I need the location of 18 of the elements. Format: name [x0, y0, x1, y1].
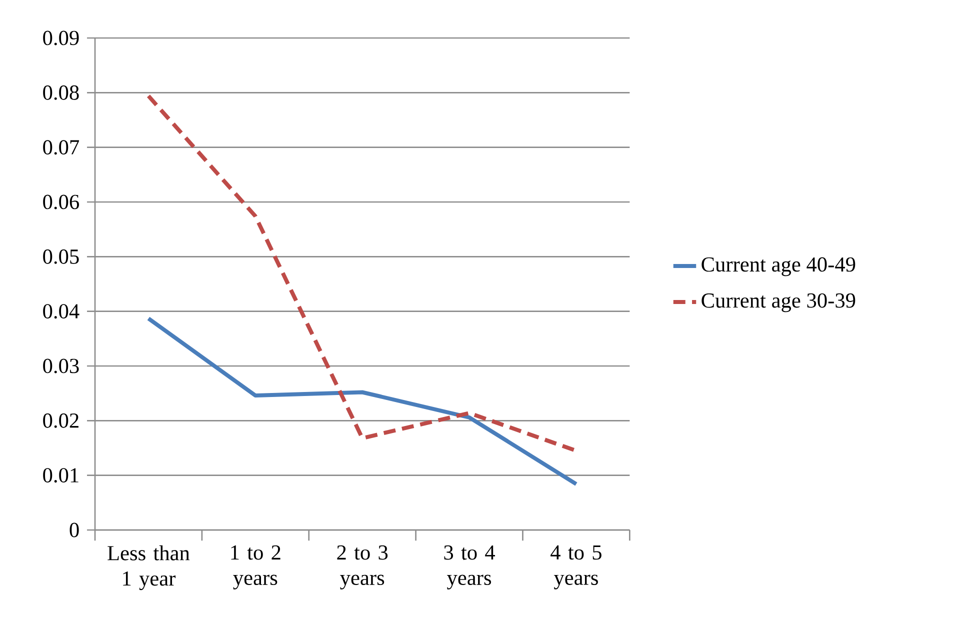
x-tick-label: 2 to 3 years — [337, 545, 388, 590]
legend-label: Current age 30-39 — [702, 293, 856, 312]
x-tick-label: Less than 1 year — [108, 545, 190, 590]
y-tick-label: 0.07 — [43, 140, 80, 155]
y-tick-label: 0.06 — [43, 194, 79, 210]
x-tick-label: 4 to 5 years — [550, 545, 602, 590]
line-series — [146, 316, 578, 486]
y-tick-label: 0.05 — [43, 249, 79, 264]
legend-label: Current age 40-49 — [702, 257, 856, 276]
y-tick-label: 0.09 — [43, 30, 79, 46]
x-tick-label: 3 to 4 years — [444, 545, 495, 590]
y-tick-label: 0.01 — [43, 468, 78, 483]
y-tick-label: 0 — [70, 522, 79, 538]
y-tick-label: 0.04 — [43, 304, 80, 319]
y-tick-label: 0.02 — [43, 413, 78, 428]
y-tick-label: 0.08 — [43, 85, 79, 100]
x-tick-label: 1 to 2 years — [231, 545, 280, 590]
y-tick-label: 0.03 — [43, 358, 79, 374]
